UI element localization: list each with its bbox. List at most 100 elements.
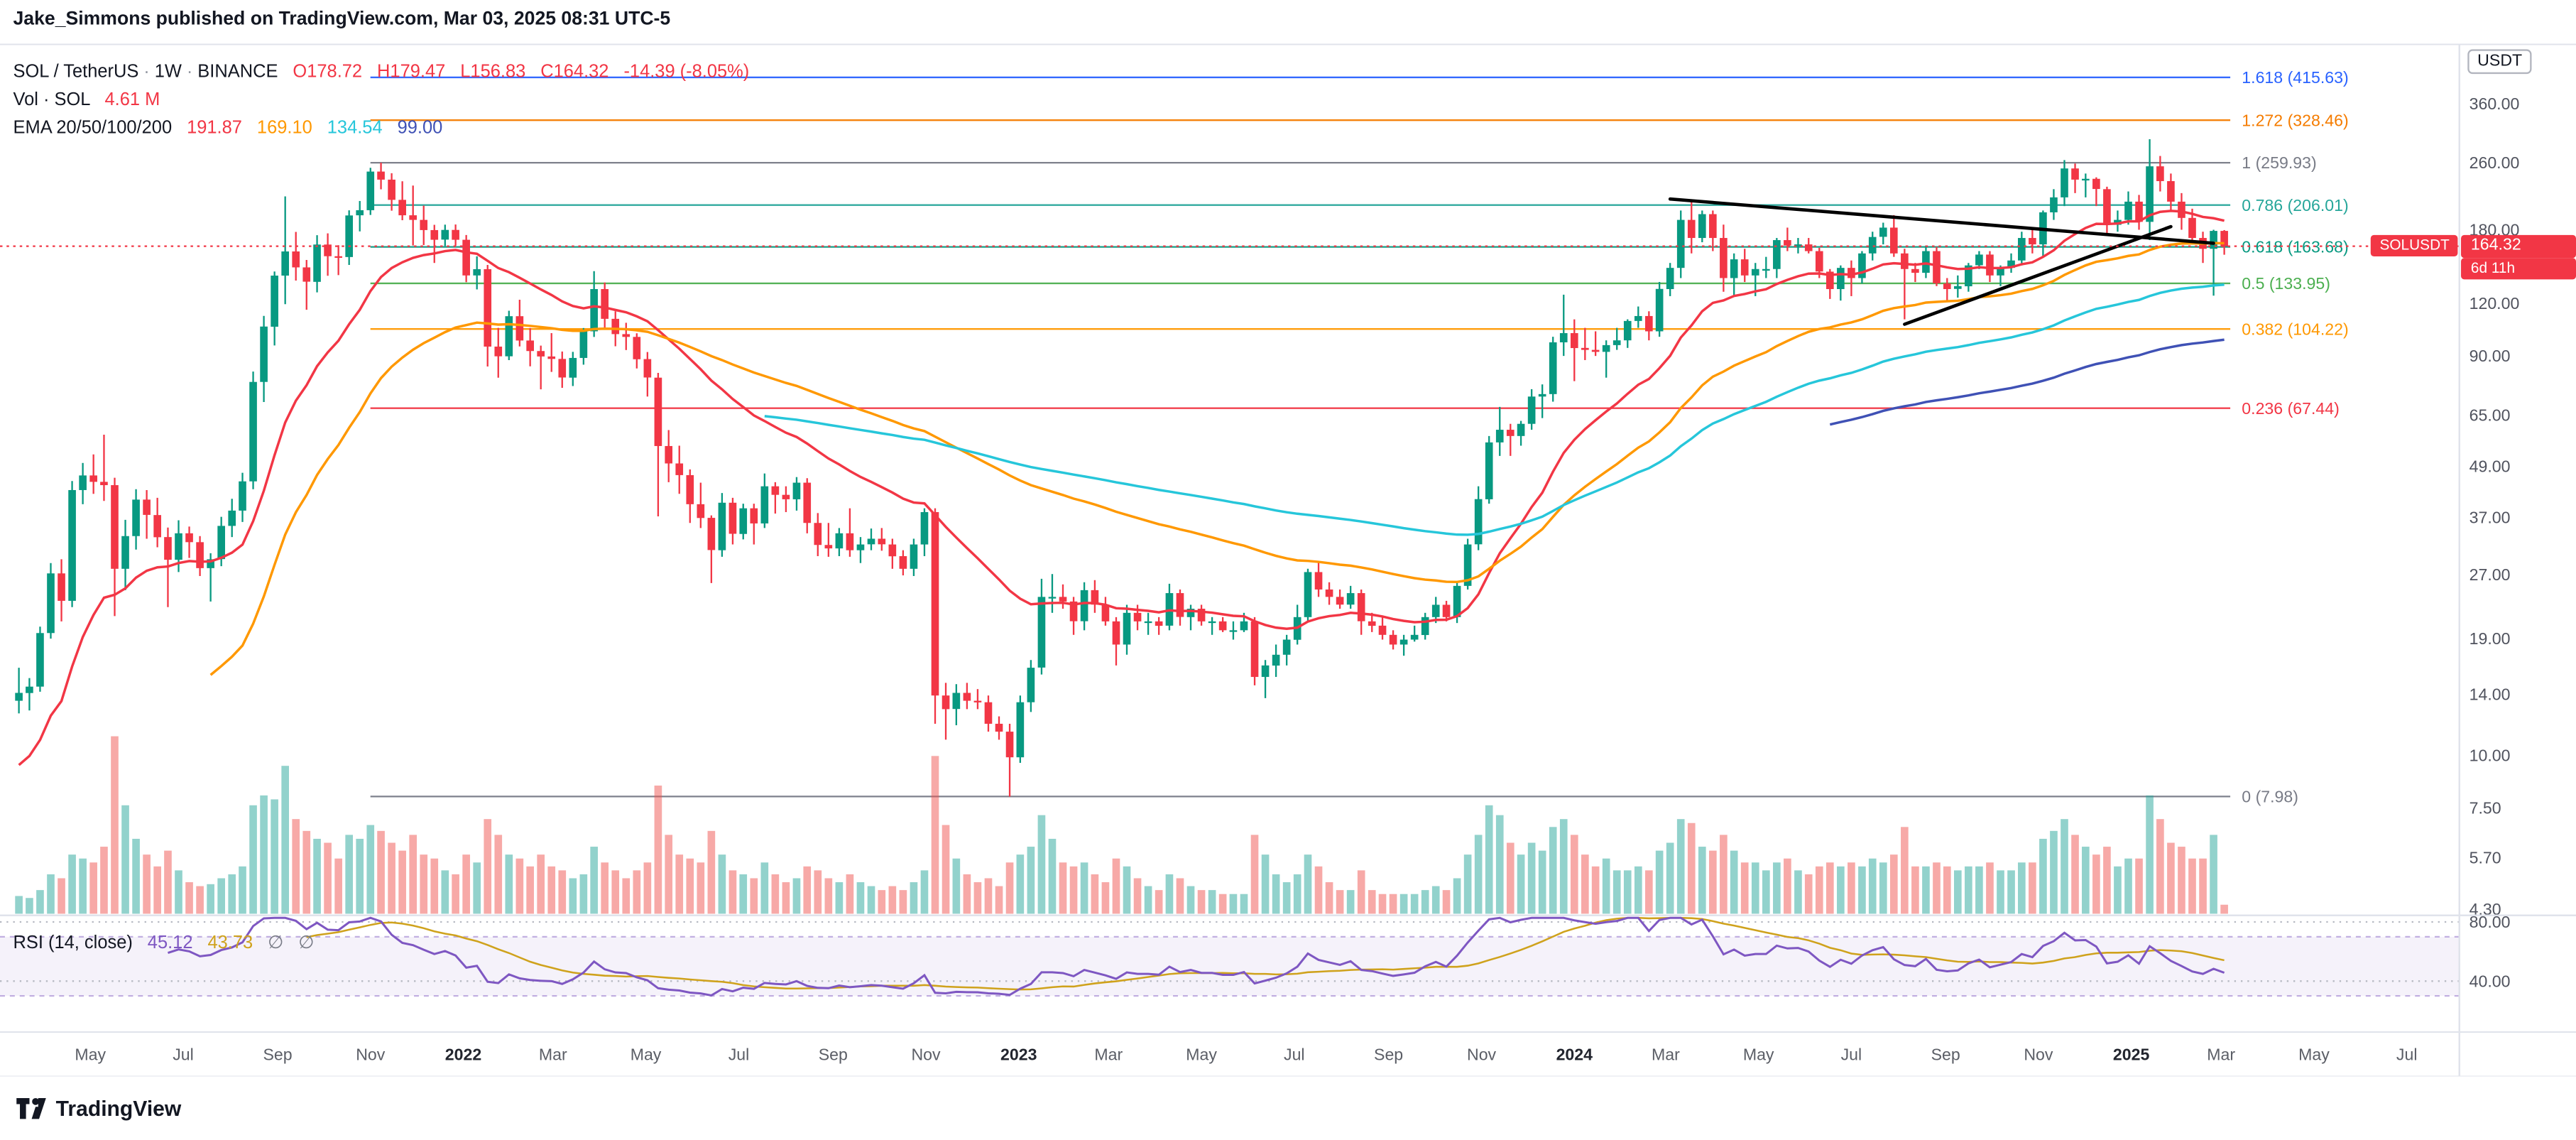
time-tick-label: May [1743, 1045, 1774, 1063]
time-tick-label: Sep [1931, 1045, 1960, 1063]
time-tick-label: Jul [2396, 1045, 2418, 1063]
ema-100-line [764, 283, 2225, 536]
time-tick-label: Nov [911, 1045, 941, 1063]
exchange-label: BINANCE [197, 62, 278, 82]
rsi-empty-plot-2: ∅ [298, 933, 315, 953]
time-tick-label: Sep [263, 1045, 292, 1063]
volume-legend-row: Vol · SOL 4.61 M [13, 90, 160, 110]
price-tick-label: 120.00 [2469, 294, 2520, 313]
symbol-price-tag: SOLUSDT [2371, 235, 2458, 257]
price-tick-label: 37.00 [2469, 508, 2511, 526]
time-tick-label: May [75, 1045, 106, 1063]
pane-borders [0, 43, 2576, 1077]
price-tick-label: 90.00 [2469, 347, 2511, 365]
time-tick-label: 2023 [1000, 1045, 1037, 1063]
tradingview-link[interactable]: TradingView [16, 1096, 181, 1121]
symbol-legend-row: SOL / TetherUS · 1W · BINANCE O178.72 H179.4… [13, 63, 750, 82]
time-tick-label: Mar [2207, 1045, 2235, 1063]
rsi-line [168, 916, 2225, 997]
trendlines-layer [1668, 197, 2215, 326]
footer-bar: TradingView [0, 1076, 2576, 1140]
price-tick-label: 5.70 [2469, 849, 2501, 867]
time-tick-label: Jul [1284, 1045, 1305, 1063]
time-tick-label: May [1186, 1045, 1217, 1063]
time-tick-label: Nov [2024, 1045, 2053, 1063]
ema50-value: 169.10 [256, 118, 312, 139]
ohlc-change: -14.39 (-8.05%) [623, 62, 750, 82]
ohlc-close: C164.32 [540, 62, 609, 82]
publish-header: Jake_Simmons published on TradingView.co… [13, 10, 671, 30]
rsi-label: RSI (14, close) [13, 933, 133, 953]
rsi-tick-label: 40.00 [2469, 972, 2511, 990]
trendline[interactable] [1903, 224, 2173, 326]
ema100-value: 134.54 [327, 118, 383, 139]
price-tick-label: 260.00 [2469, 153, 2520, 172]
ema-20-line [18, 210, 2225, 766]
ohlc-high: H179.47 [377, 62, 446, 82]
trendline[interactable] [1668, 197, 2215, 245]
time-tick-label: Nov [1467, 1045, 1497, 1063]
ema-lines-layer [18, 210, 2225, 766]
time-tick-label: Jul [173, 1045, 194, 1063]
time-tick-label: Mar [1652, 1045, 1680, 1063]
fib-level-label: 0.5 (133.95) [2242, 274, 2330, 293]
time-tick-label: Nov [356, 1045, 386, 1063]
interval-label: 1W [154, 62, 182, 82]
ema20-value: 191.87 [187, 118, 242, 139]
price-tick-label: 27.00 [2469, 565, 2511, 584]
candles-layer [15, 139, 2228, 797]
ema-legend-row: EMA 20/50/100/200 191.87 169.10 134.54 9… [13, 119, 443, 139]
axis-labels-layer: 360.00260.00180.00120.0090.0065.0049.003… [75, 94, 2519, 1064]
time-tick-label: May [631, 1045, 662, 1063]
ohlc-open: O178.72 [293, 62, 363, 82]
rsi-background-layer [0, 921, 2460, 997]
tradingview-wordmark: TradingView [55, 1095, 182, 1121]
ema200-value: 99.00 [397, 118, 443, 139]
time-tick-label: May [2298, 1045, 2330, 1063]
price-tick-label: 65.00 [2469, 406, 2511, 424]
bar-countdown-tag: 6d 11h [2461, 258, 2576, 280]
tradingview-logo-icon [16, 1097, 46, 1119]
time-tick-label: 2022 [445, 1045, 481, 1063]
rsi-ma-value: 43.73 [207, 933, 253, 953]
fib-retracement-layer: 1.618 (415.63) 1.272 (328.46) 1 (259.93) 0.… [370, 68, 2349, 805]
fib-level-label: 1.272 (328.46) [2242, 111, 2348, 129]
price-axis-currency-button[interactable]: USDT [2467, 49, 2533, 75]
time-tick-label: Mar [539, 1045, 567, 1063]
fib-level-label: 0 (7.98) [2242, 787, 2298, 805]
price-tick-label: 19.00 [2469, 629, 2511, 648]
rsi-empty-plot-1: ∅ [268, 933, 284, 953]
publish-info-text: Jake_Simmons published on TradingView.co… [13, 9, 671, 30]
ohlc-low: L156.83 [460, 62, 526, 82]
price-tick-label: 10.00 [2469, 747, 2511, 765]
rsi-ma-line [306, 916, 2225, 991]
symbol-name: SOL / TetherUS [13, 62, 139, 82]
fib-level-label: 1 (259.93) [2242, 153, 2316, 172]
fib-level-label: 1.618 (415.63) [2242, 68, 2348, 87]
rsi-value: 45.12 [147, 933, 193, 953]
price-tick-label: 360.00 [2469, 94, 2520, 113]
rsi-legend-row: RSI (14, close) 45.12 43.73 ∅ ∅ [13, 932, 315, 953]
volume-layer [15, 736, 2228, 914]
time-tick-label: 2024 [1556, 1045, 1593, 1063]
ema-50-line [209, 241, 2225, 676]
fib-level-label: 0.382 (104.22) [2242, 320, 2348, 338]
vol-value: 4.61 M [104, 90, 160, 111]
time-tick-label: Jul [1841, 1045, 1862, 1063]
time-tick-label: Sep [819, 1045, 848, 1063]
ema-label: EMA 20/50/100/200 [13, 118, 173, 139]
rsi-layer [168, 916, 2225, 997]
legend-separator: · [143, 62, 150, 82]
last-price-tag: 164.32 [2461, 234, 2576, 258]
volume-label: Vol · SOL [13, 90, 90, 111]
legend-separator: · [186, 62, 193, 82]
price-tick-label: 7.50 [2469, 798, 2501, 817]
time-tick-label: 2025 [2113, 1045, 2150, 1063]
fib-level-label: 0.786 (206.01) [2242, 196, 2348, 215]
price-tick-label: 14.00 [2469, 685, 2511, 703]
price-tick-label: 49.00 [2469, 457, 2511, 476]
time-tick-label: Sep [1374, 1045, 1403, 1063]
fib-level-label: 0.236 (67.44) [2242, 399, 2340, 418]
